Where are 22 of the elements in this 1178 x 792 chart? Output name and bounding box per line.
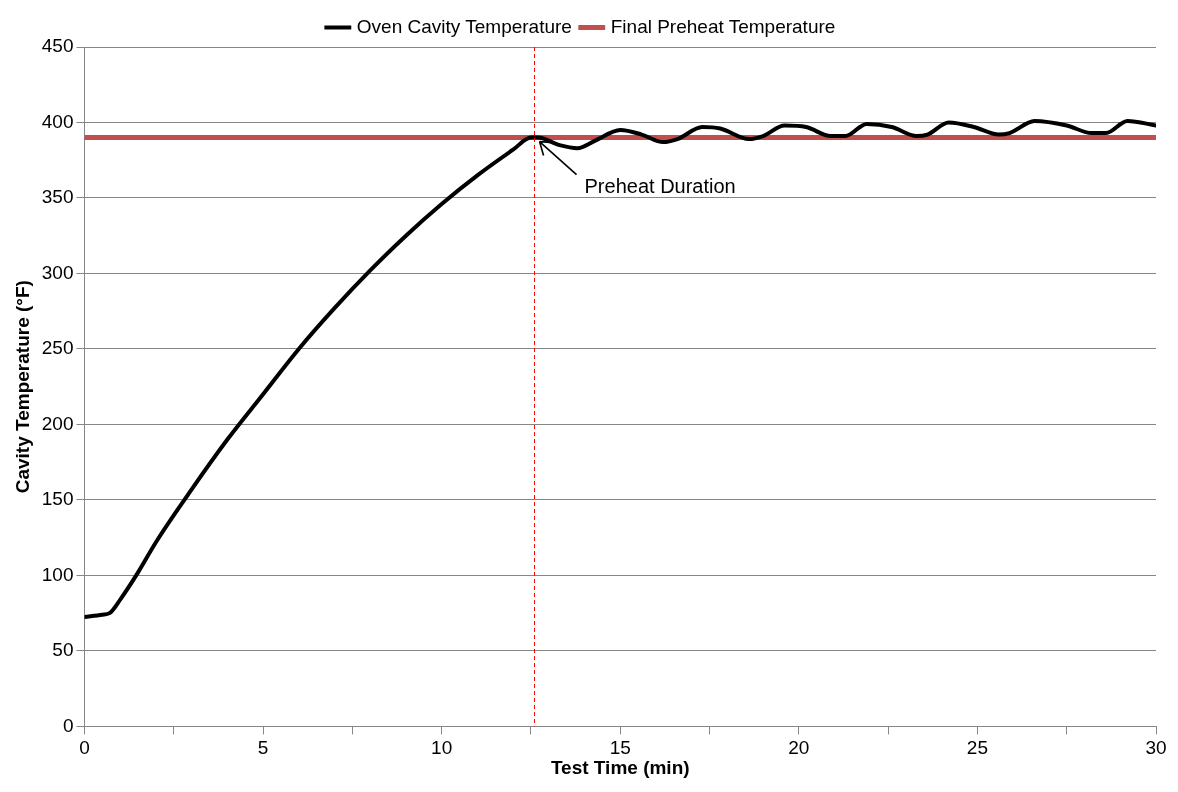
x-tick-label: 5	[257, 737, 269, 759]
y-tick-label: 400	[41, 110, 74, 132]
legend-label: Oven Cavity Temperature	[356, 15, 572, 37]
x-tick-label: 20	[788, 737, 810, 759]
x-axis-title: Test Time (min)	[550, 756, 690, 778]
y-tick-label: 250	[41, 337, 74, 359]
y-tick-label: 50	[52, 639, 74, 661]
y-tick-label: 150	[41, 488, 74, 510]
x-tick-label: 10	[431, 737, 453, 759]
y-axis-title: Cavity Temperature (°F)	[11, 280, 33, 494]
x-tick-label: 0	[79, 737, 90, 759]
legend-label: Final Preheat Temperature	[610, 15, 836, 37]
x-tick-label: 25	[966, 737, 988, 759]
y-tick-label: 350	[41, 186, 74, 208]
x-tick-label: 30	[1145, 737, 1167, 759]
y-tick-label: 100	[41, 563, 74, 585]
x-tick-label: 15	[609, 737, 631, 759]
y-tick-label: 200	[41, 412, 74, 434]
y-tick-label: 300	[41, 261, 74, 283]
y-tick-label: 450	[41, 35, 74, 57]
annotation: Preheat Duration	[584, 175, 736, 198]
y-tick-label: 0	[62, 714, 74, 736]
